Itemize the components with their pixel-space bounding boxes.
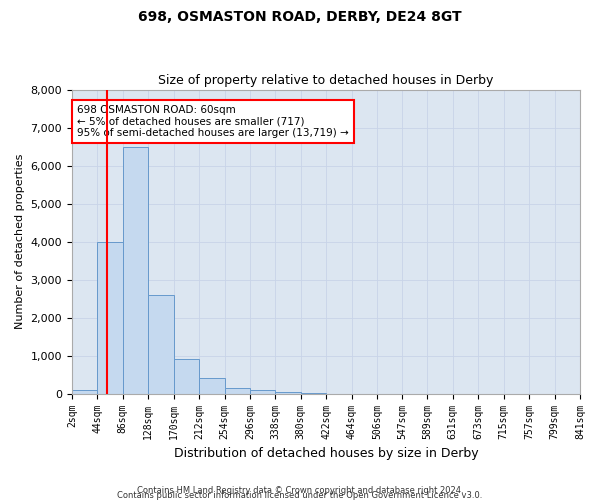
Bar [173,360,199,394]
Bar [199,378,224,394]
Bar [224,388,250,394]
Bar [301,393,326,394]
Bar [148,295,173,394]
Text: 698, OSMASTON ROAD, DERBY, DE24 8GT: 698, OSMASTON ROAD, DERBY, DE24 8GT [138,10,462,24]
Bar [123,146,148,394]
Text: Contains HM Land Registry data © Crown copyright and database right 2024.: Contains HM Land Registry data © Crown c… [137,486,463,495]
Bar [275,392,301,394]
Bar [250,390,275,394]
Y-axis label: Number of detached properties: Number of detached properties [15,154,25,330]
Bar [72,390,97,394]
Title: Size of property relative to detached houses in Derby: Size of property relative to detached ho… [158,74,494,87]
X-axis label: Distribution of detached houses by size in Derby: Distribution of detached houses by size … [173,447,478,460]
Text: Contains public sector information licensed under the Open Government Licence v3: Contains public sector information licen… [118,491,482,500]
Bar [97,242,123,394]
Text: 698 OSMASTON ROAD: 60sqm
← 5% of detached houses are smaller (717)
95% of semi-d: 698 OSMASTON ROAD: 60sqm ← 5% of detache… [77,105,349,138]
